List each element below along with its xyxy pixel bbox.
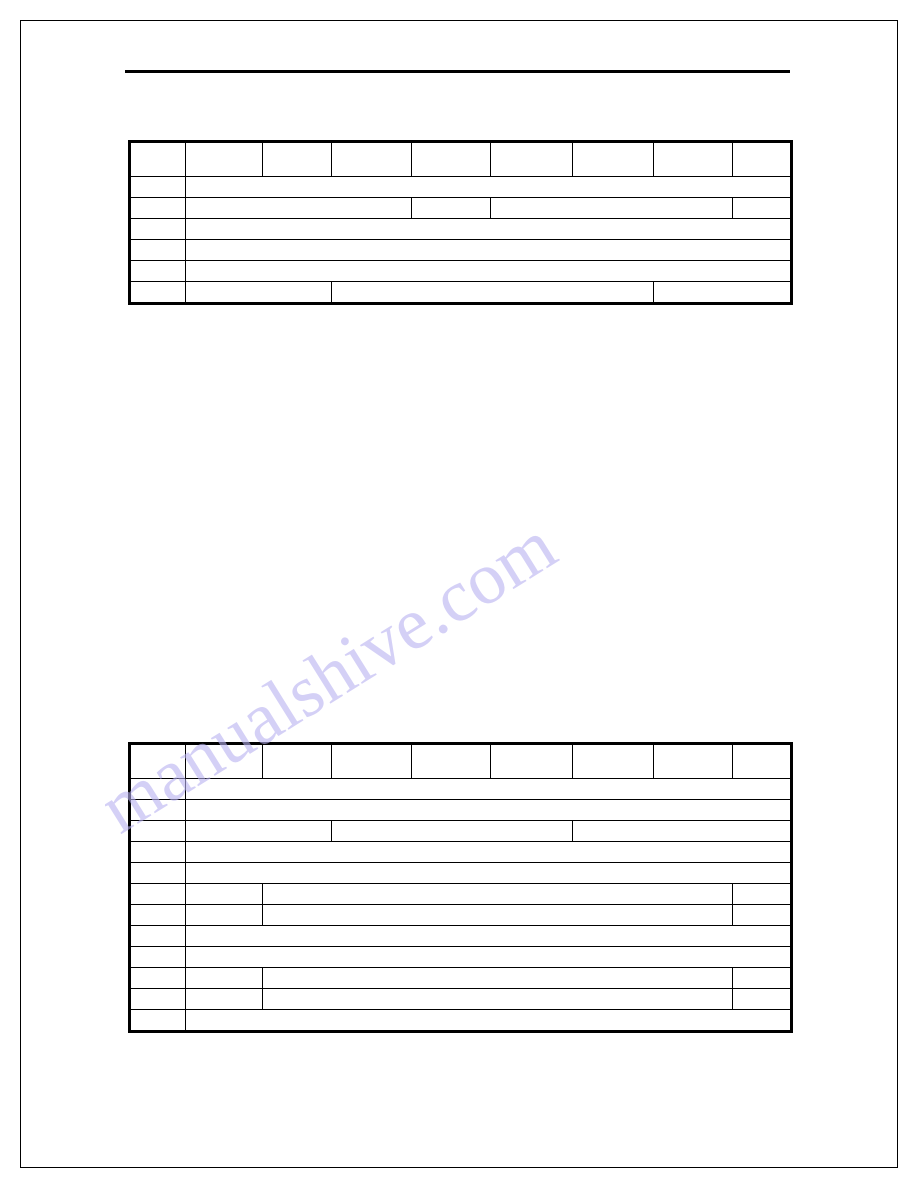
table-row	[131, 926, 791, 947]
table-2-inner	[130, 744, 791, 1031]
table-cell	[131, 261, 186, 282]
table-1	[128, 140, 793, 305]
table-cell	[332, 143, 411, 177]
table-2	[128, 742, 793, 1033]
table-cell	[131, 143, 186, 177]
table-header-row	[131, 143, 791, 177]
table-row	[131, 177, 791, 198]
table-cell	[131, 240, 186, 261]
table-cell	[185, 968, 262, 989]
header-rule	[125, 70, 790, 73]
table-row	[131, 219, 791, 240]
table-cell	[185, 219, 790, 240]
table-cell	[262, 884, 732, 905]
table-cell	[185, 821, 332, 842]
table-cell	[185, 177, 790, 198]
table-row	[131, 198, 791, 219]
table-cell	[185, 926, 790, 947]
table-1-inner	[130, 142, 791, 303]
table-row	[131, 905, 791, 926]
table-cell	[491, 745, 572, 779]
table-row	[131, 800, 791, 821]
table-cell	[733, 745, 791, 779]
table-cell	[185, 261, 790, 282]
table-cell	[262, 745, 331, 779]
table-cell	[653, 745, 732, 779]
table-cell	[131, 745, 186, 779]
table-cell	[185, 1010, 790, 1031]
table-cell	[262, 143, 331, 177]
table-cell	[733, 884, 791, 905]
table-header-row	[131, 745, 791, 779]
table-cell	[131, 926, 186, 947]
table-row	[131, 989, 791, 1010]
table-cell	[411, 143, 490, 177]
table-row	[131, 884, 791, 905]
table-cell	[262, 989, 732, 1010]
table-cell	[131, 863, 186, 884]
table-cell	[572, 821, 790, 842]
table-cell	[332, 745, 411, 779]
table-cell	[185, 240, 790, 261]
table-row	[131, 240, 791, 261]
table-cell	[131, 947, 186, 968]
table-row	[131, 282, 791, 303]
table-cell	[491, 198, 733, 219]
table-cell	[411, 745, 490, 779]
table-cell	[411, 198, 490, 219]
table-cell	[185, 947, 790, 968]
table-cell	[572, 143, 653, 177]
table-cell	[131, 219, 186, 240]
table-cell	[185, 842, 790, 863]
table-cell	[733, 989, 791, 1010]
table-cell	[185, 863, 790, 884]
table-row	[131, 261, 791, 282]
table-cell	[131, 198, 186, 219]
table-cell	[185, 884, 262, 905]
table-cell	[491, 143, 572, 177]
table-cell	[733, 968, 791, 989]
table-row	[131, 821, 791, 842]
table-cell	[185, 282, 332, 303]
table-cell	[332, 282, 654, 303]
table-cell	[185, 989, 262, 1010]
table-cell	[262, 968, 732, 989]
table-cell	[131, 177, 186, 198]
table-cell	[262, 905, 732, 926]
table-cell	[185, 143, 262, 177]
table-row	[131, 842, 791, 863]
table-cell	[653, 143, 732, 177]
table-cell	[131, 800, 186, 821]
table-cell	[131, 821, 186, 842]
table-row	[131, 863, 791, 884]
table-row	[131, 1010, 791, 1031]
table-cell	[572, 745, 653, 779]
table-cell	[131, 282, 186, 303]
table-cell	[185, 800, 790, 821]
table-cell	[131, 905, 186, 926]
table-cell	[332, 821, 572, 842]
table-cell	[131, 842, 186, 863]
table-cell	[185, 905, 262, 926]
table-cell	[131, 884, 186, 905]
table-row	[131, 947, 791, 968]
table-cell	[733, 198, 791, 219]
table-cell	[131, 779, 186, 800]
table-cell	[733, 143, 791, 177]
table-cell	[185, 198, 411, 219]
table-cell	[185, 779, 790, 800]
table-cell	[185, 745, 262, 779]
table-cell	[653, 282, 790, 303]
table-cell	[131, 1010, 186, 1031]
table-cell	[733, 905, 791, 926]
table-cell	[131, 968, 186, 989]
table-cell	[131, 989, 186, 1010]
table-row	[131, 968, 791, 989]
table-row	[131, 779, 791, 800]
